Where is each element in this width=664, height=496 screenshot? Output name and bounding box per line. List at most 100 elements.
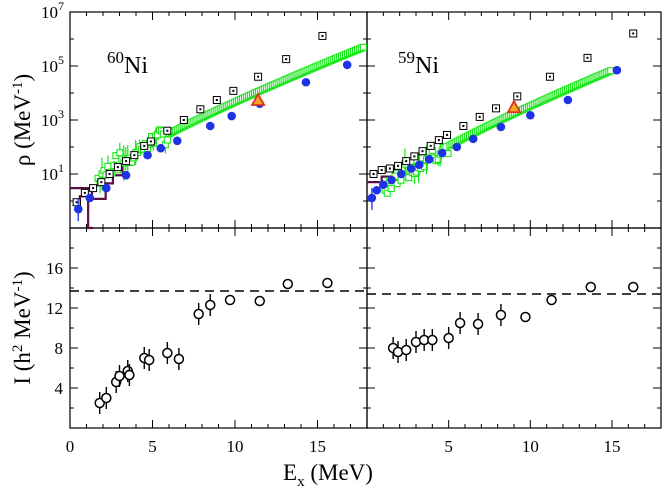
open-square-center (75, 201, 78, 204)
y-axis-label-inertia-end: ) (10, 271, 35, 279)
inertia-point (205, 299, 216, 311)
inertia-point (427, 334, 438, 346)
open-square-center (462, 124, 465, 127)
blue-dot (406, 164, 416, 173)
inertia-point (520, 311, 531, 323)
blue-dot (379, 180, 388, 190)
blue-dot (156, 143, 166, 153)
open-square-center (405, 160, 408, 163)
open-square-center (83, 191, 86, 194)
x-tick-label: 5 (148, 437, 157, 456)
blue-dot (73, 204, 83, 214)
inertia-point (454, 317, 466, 329)
x-tick-label: 0 (66, 437, 75, 456)
inertia-point (546, 294, 557, 306)
y-density-tick-exp: 7 (58, 0, 64, 13)
inertia-point (224, 294, 236, 306)
open-square-center (372, 173, 375, 175)
blue-dot (563, 95, 573, 105)
open-square-center (116, 166, 119, 169)
inertia-point (114, 370, 125, 382)
inertia-point (143, 354, 155, 366)
y-axis-label-density-main: ρ (MeV (10, 94, 35, 167)
inertia-point (173, 353, 185, 365)
green-point (163, 136, 171, 144)
blue-dot (414, 160, 424, 170)
y-inertia-tick-label: 12 (46, 299, 63, 318)
open-square-center (548, 75, 551, 78)
element-symbol-60: Ni (124, 53, 148, 79)
open-square-center (446, 133, 449, 136)
inertia-point (322, 277, 333, 289)
green-point (359, 43, 367, 51)
green-point (116, 149, 124, 157)
mass-number-59: 59 (398, 48, 415, 67)
x-tick-label: 10 (522, 437, 539, 456)
blue-dot (367, 193, 377, 203)
y-axis-label-inertia-hbar: h (10, 352, 35, 364)
blue-dot (85, 193, 95, 203)
y-axis-label-density-end: ) (10, 74, 35, 82)
y-density-tick-base: 10 (41, 3, 58, 22)
blue-dot (437, 148, 447, 158)
open-square-center (632, 32, 635, 35)
blue-dot (143, 150, 152, 160)
open-square-center (100, 181, 103, 184)
open-square-center (285, 58, 288, 61)
y-axis-label-inertia-pre: I ( (10, 364, 35, 385)
blue-dot (526, 110, 535, 120)
red-triangle-point (250, 92, 266, 106)
green-point (104, 162, 112, 170)
y-density-tick-exp: 1 (58, 161, 64, 175)
y-axis-label-inertia-sup1: 2 (10, 345, 26, 353)
inertia-point (472, 318, 484, 330)
x-axis-label-sub: x (297, 474, 305, 490)
blue-dot (372, 185, 382, 195)
inertia-point (254, 295, 265, 307)
open-square-center (149, 140, 152, 143)
inertia-point (585, 281, 597, 293)
y-density-tick-label: 103 (41, 107, 64, 130)
open-square-center (586, 56, 589, 59)
inertia-point (443, 332, 454, 344)
y-axis-label-inertia: I (h2 MeV-1) (10, 271, 35, 384)
x-tick-label: 10 (227, 437, 244, 456)
y-density-tick-base: 10 (41, 165, 58, 184)
axis-ticks (69, 11, 661, 428)
x-tick-label: 15 (309, 437, 326, 456)
y-density-tick-label: 107 (41, 0, 64, 22)
open-square-center (108, 173, 111, 175)
y-inertia-tick-label: 16 (46, 259, 63, 278)
blue-dot (496, 122, 506, 132)
inertia-point (627, 281, 639, 293)
green-point (387, 184, 395, 193)
inertia-point (400, 344, 412, 356)
x-axis-label: Ex (MeV) (283, 460, 373, 490)
open-square-center (421, 150, 424, 153)
open-square-center (478, 115, 481, 118)
y-inertia-tick-label: 8 (55, 339, 64, 358)
open-square-center (166, 129, 169, 132)
inertia-point (101, 392, 112, 404)
y-density-tick-label: 101 (41, 161, 64, 184)
inertia-point (282, 278, 294, 290)
y-density-tick-exp: 5 (58, 53, 64, 67)
nucleus-label-60ni: 60Ni (107, 48, 148, 79)
x-tick-label: 5 (444, 437, 453, 456)
inertia-point (193, 308, 204, 320)
y-density-tick-label: 105 (41, 53, 64, 76)
y-axis-label-inertia-sup2: -1 (10, 279, 26, 292)
y-inertia-tick-label: 4 (55, 379, 64, 398)
open-square-center (125, 160, 128, 163)
blue-dot (468, 134, 478, 144)
blue-dot (227, 111, 236, 121)
y-density-tick-base: 10 (41, 111, 58, 130)
open-square-center (380, 169, 383, 172)
blue-dot (205, 121, 215, 131)
open-square-center (257, 75, 260, 78)
x-axis-label-main: E (283, 460, 297, 485)
red-triangle-point (506, 99, 522, 114)
element-symbol-59: Ni (415, 53, 439, 79)
